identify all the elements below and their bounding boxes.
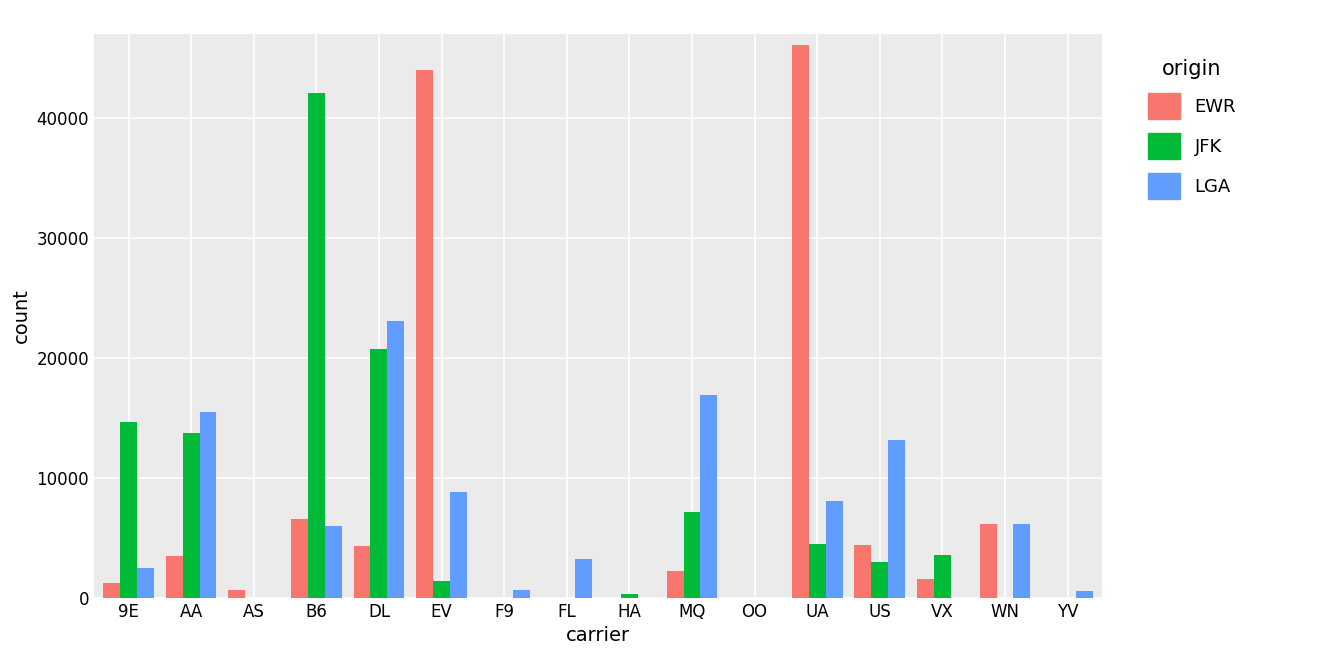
- Bar: [433, 581, 450, 598]
- Bar: [165, 556, 183, 598]
- Bar: [825, 501, 843, 598]
- Bar: [621, 594, 638, 598]
- Bar: [512, 590, 530, 598]
- Bar: [325, 526, 341, 598]
- Bar: [888, 440, 905, 598]
- Bar: [450, 492, 466, 598]
- Bar: [667, 571, 684, 598]
- Bar: [103, 583, 120, 598]
- Bar: [1077, 591, 1093, 598]
- Bar: [137, 568, 153, 598]
- Bar: [417, 71, 433, 598]
- Bar: [120, 422, 137, 598]
- Bar: [183, 433, 199, 598]
- Bar: [917, 579, 934, 598]
- Bar: [980, 523, 997, 598]
- Bar: [700, 394, 718, 598]
- Bar: [684, 511, 700, 598]
- Bar: [308, 93, 325, 598]
- Bar: [228, 589, 246, 598]
- Bar: [199, 413, 216, 598]
- X-axis label: carrier: carrier: [566, 626, 630, 646]
- Y-axis label: count: count: [12, 288, 31, 343]
- Bar: [353, 546, 371, 598]
- Bar: [575, 559, 593, 598]
- Bar: [1013, 524, 1031, 598]
- Legend: EWR, JFK, LGA: EWR, JFK, LGA: [1132, 42, 1253, 215]
- Bar: [809, 544, 825, 598]
- Bar: [871, 562, 888, 598]
- Bar: [371, 349, 387, 598]
- Bar: [855, 545, 871, 598]
- Bar: [387, 321, 405, 598]
- Bar: [792, 44, 809, 598]
- Bar: [292, 519, 308, 598]
- Bar: [934, 555, 950, 598]
